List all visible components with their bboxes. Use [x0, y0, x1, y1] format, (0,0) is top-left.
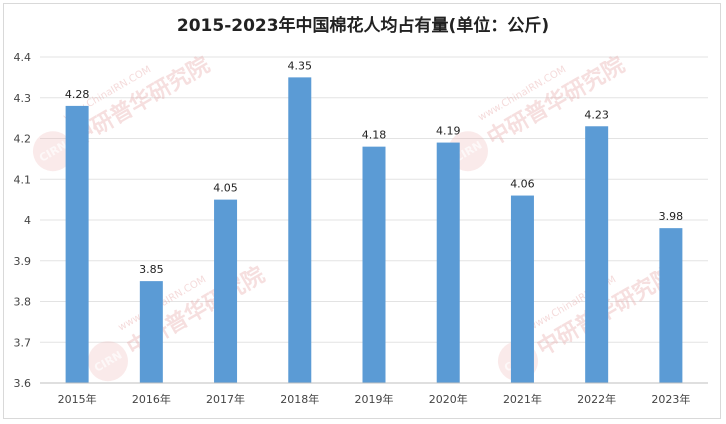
- y-tick-label: 4.1: [14, 173, 32, 186]
- data-label: 4.18: [362, 129, 387, 142]
- data-label: 4.35: [288, 59, 313, 72]
- x-tick-label: 2022年: [577, 392, 616, 406]
- data-labels: 4.28 3.85 4.05 4.35 4.18 4.19 4.06 4.23 3.98: [65, 59, 683, 276]
- data-label: 3.98: [659, 210, 684, 223]
- bar: [659, 228, 683, 383]
- y-tick-label: 4: [24, 214, 31, 227]
- y-tick-label: 3.9: [14, 255, 32, 268]
- data-label: 4.06: [510, 178, 535, 191]
- bar: [65, 105, 89, 384]
- y-tick-label: 4.2: [14, 133, 32, 146]
- bar: [436, 142, 460, 383]
- watermark-logo-icon: [32, 131, 73, 172]
- bar: [139, 281, 163, 383]
- bar: [510, 195, 534, 383]
- x-tick-label: 2023年: [651, 392, 690, 406]
- category-labels: 2015年 2016年 2017年 2018年 2019年 2020年 2021年 2022年…: [58, 392, 691, 406]
- y-tick-label: 3.7: [14, 336, 32, 349]
- x-tick-label: 2016年: [132, 392, 171, 406]
- x-tick-label: 2019年: [355, 392, 394, 406]
- bar: [214, 199, 238, 383]
- data-label: 4.23: [584, 108, 609, 121]
- y-tick-label: 3.6: [14, 377, 32, 390]
- bar: [288, 77, 312, 383]
- data-label: 4.28: [65, 88, 90, 101]
- chart-title: 2015-2023年中国棉花人均占有量(单位：公斤): [177, 15, 549, 36]
- bar: [585, 126, 609, 384]
- data-label: 4.19: [436, 125, 461, 138]
- y-tick-label: 3.8: [14, 296, 32, 309]
- bars: [65, 77, 683, 384]
- y-tick-label: 4.3: [14, 92, 32, 105]
- watermark-logo-icon: [87, 341, 128, 382]
- data-label: 4.05: [213, 182, 238, 195]
- x-tick-label: 2020年: [429, 392, 468, 406]
- x-tick-label: 2021年: [503, 392, 542, 406]
- bar: [362, 146, 386, 383]
- data-label: 3.85: [139, 263, 164, 276]
- x-tick-label: 2015年: [58, 392, 97, 406]
- y-axis-ticks: 3.6 3.7 3.8 3.9 4 4.1 4.2 4.3 4.4: [14, 51, 32, 390]
- y-tick-label: 4.4: [14, 51, 32, 64]
- x-tick-label: 2017年: [206, 392, 245, 406]
- x-tick-label: 2018年: [280, 392, 319, 406]
